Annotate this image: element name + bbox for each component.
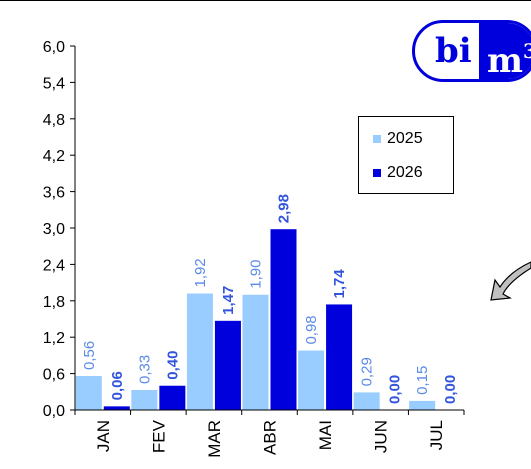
- y-tick-label: 3,6: [43, 185, 65, 202]
- x-tick-label-jun: JUN: [372, 420, 391, 453]
- data-label-2025-mai: 0,98: [303, 315, 320, 344]
- legend-item-2026: 2026: [373, 163, 423, 183]
- x-tick-label-jan: JAN: [94, 420, 113, 452]
- bar-2025-jun: [353, 392, 380, 410]
- bim3-logo: bi m3: [412, 20, 531, 82]
- y-tick-label: 3,0: [43, 221, 65, 238]
- logo-right-letter: m: [487, 41, 523, 81]
- bar-2026-abr: [270, 229, 297, 410]
- logo-left-text: bi: [435, 31, 472, 71]
- data-label-2025-abr: 1,90: [248, 260, 265, 289]
- logo-right-block: m3: [479, 23, 531, 81]
- y-tick-label: 2,4: [43, 257, 65, 274]
- data-label-2025-jun: 0,29: [359, 357, 376, 386]
- y-tick-label: 5,4: [43, 75, 65, 92]
- data-label-2026-mai: 1,74: [331, 269, 348, 299]
- data-label-2026-abr: 2,98: [276, 194, 293, 223]
- data-label-2025-jul: 0,15: [414, 366, 431, 395]
- data-label-2026-jul: 0,00: [442, 375, 459, 404]
- bar-2026-mai: [326, 304, 353, 410]
- data-label-2025-jan: 0,56: [81, 341, 98, 370]
- y-tick-label: 1,8: [43, 294, 65, 311]
- bar-2026-mar: [214, 320, 241, 410]
- bar-2025-abr: [242, 294, 269, 410]
- chart-legend: 2025 2026: [358, 116, 454, 194]
- bar-2026-jan: [103, 406, 130, 410]
- y-tick-label: 0,0: [43, 403, 65, 420]
- bar-2025-jan: [75, 376, 102, 410]
- logo-superscript: 3: [523, 39, 531, 63]
- bar-2025-jul: [409, 400, 436, 410]
- x-tick-label-mai: MAI: [316, 420, 335, 450]
- data-label-2025-fev: 0,33: [136, 355, 153, 384]
- y-tick-label: 6,0: [43, 39, 65, 56]
- bar-2025-mar: [186, 293, 213, 410]
- y-tick-label: 1,2: [43, 330, 65, 347]
- x-tick-label-jul: JUL: [427, 420, 446, 450]
- y-tick-label: 4,8: [43, 112, 65, 129]
- data-label-2026-mar: 1,47: [220, 286, 237, 315]
- legend-swatch-2026: [373, 169, 381, 177]
- bar-2025-mai: [298, 350, 325, 410]
- legend-swatch-2025: [373, 135, 381, 143]
- data-label-2026-fev: 0,40: [164, 351, 181, 380]
- y-tick-label: 4,2: [43, 148, 65, 165]
- legend-label-2026: 2026: [387, 164, 423, 181]
- logo-right-text: m3: [487, 32, 531, 81]
- y-tick-label: 0,6: [43, 367, 65, 384]
- curved-arrow-icon: [490, 261, 531, 301]
- x-tick-label-mar: MAR: [205, 420, 224, 458]
- legend-label-2025: 2025: [387, 130, 423, 147]
- top-border-line: [0, 0, 531, 1]
- data-label-2026-jan: 0,06: [109, 371, 126, 400]
- legend-item-2025: 2025: [373, 129, 423, 149]
- bar-2026-fev: [159, 385, 186, 410]
- bar-2025-fev: [131, 389, 158, 410]
- data-label-2026-jun: 0,00: [387, 375, 404, 404]
- data-label-2025-mar: 1,92: [192, 258, 209, 287]
- x-tick-label-fev: FEV: [149, 419, 168, 453]
- x-tick-label-abr: ABR: [261, 420, 280, 455]
